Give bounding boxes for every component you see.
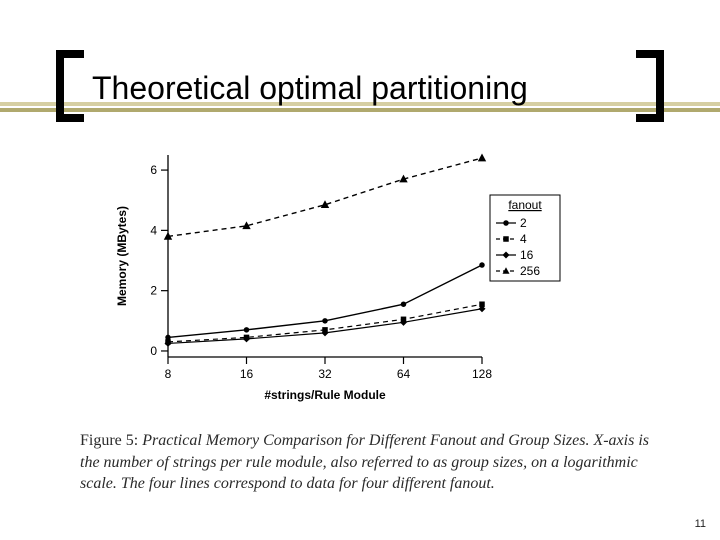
slide-title: Theoretical optimal partitioning: [92, 70, 528, 107]
svg-text:16: 16: [520, 248, 534, 262]
figure-caption: Figure 5: Practical Memory Comparison fo…: [80, 430, 650, 495]
page-number: 11: [695, 518, 706, 530]
svg-text:256: 256: [520, 264, 540, 278]
svg-text:16: 16: [240, 367, 254, 381]
svg-text:8: 8: [165, 367, 172, 381]
chart-area: 0 2 4 6 Memory (MBytes) 8 16 32 64 128 #strings/Ru…: [110, 145, 580, 405]
svg-text:2: 2: [150, 284, 157, 298]
svg-text:4: 4: [520, 232, 527, 246]
svg-text:#strings/Rule Module: #strings/Rule Module: [264, 388, 386, 402]
svg-text:32: 32: [318, 367, 332, 381]
svg-text:128: 128: [472, 367, 492, 381]
bracket-left: [56, 50, 84, 122]
svg-text:6: 6: [150, 163, 157, 177]
svg-text:Memory (MBytes): Memory (MBytes): [115, 206, 129, 306]
svg-text:2: 2: [520, 216, 527, 230]
caption-body: Practical Memory Comparison for Differen…: [80, 432, 649, 492]
caption-lead: Figure 5:: [80, 432, 138, 449]
decor-rule-dark: [0, 108, 720, 112]
svg-text:4: 4: [150, 223, 157, 237]
memory-chart: 0 2 4 6 Memory (MBytes) 8 16 32 64 128 #strings/Ru…: [110, 145, 580, 405]
svg-text:64: 64: [397, 367, 411, 381]
svg-text:fanout: fanout: [508, 198, 542, 212]
svg-text:0: 0: [150, 344, 157, 358]
bracket-right: [636, 50, 664, 122]
